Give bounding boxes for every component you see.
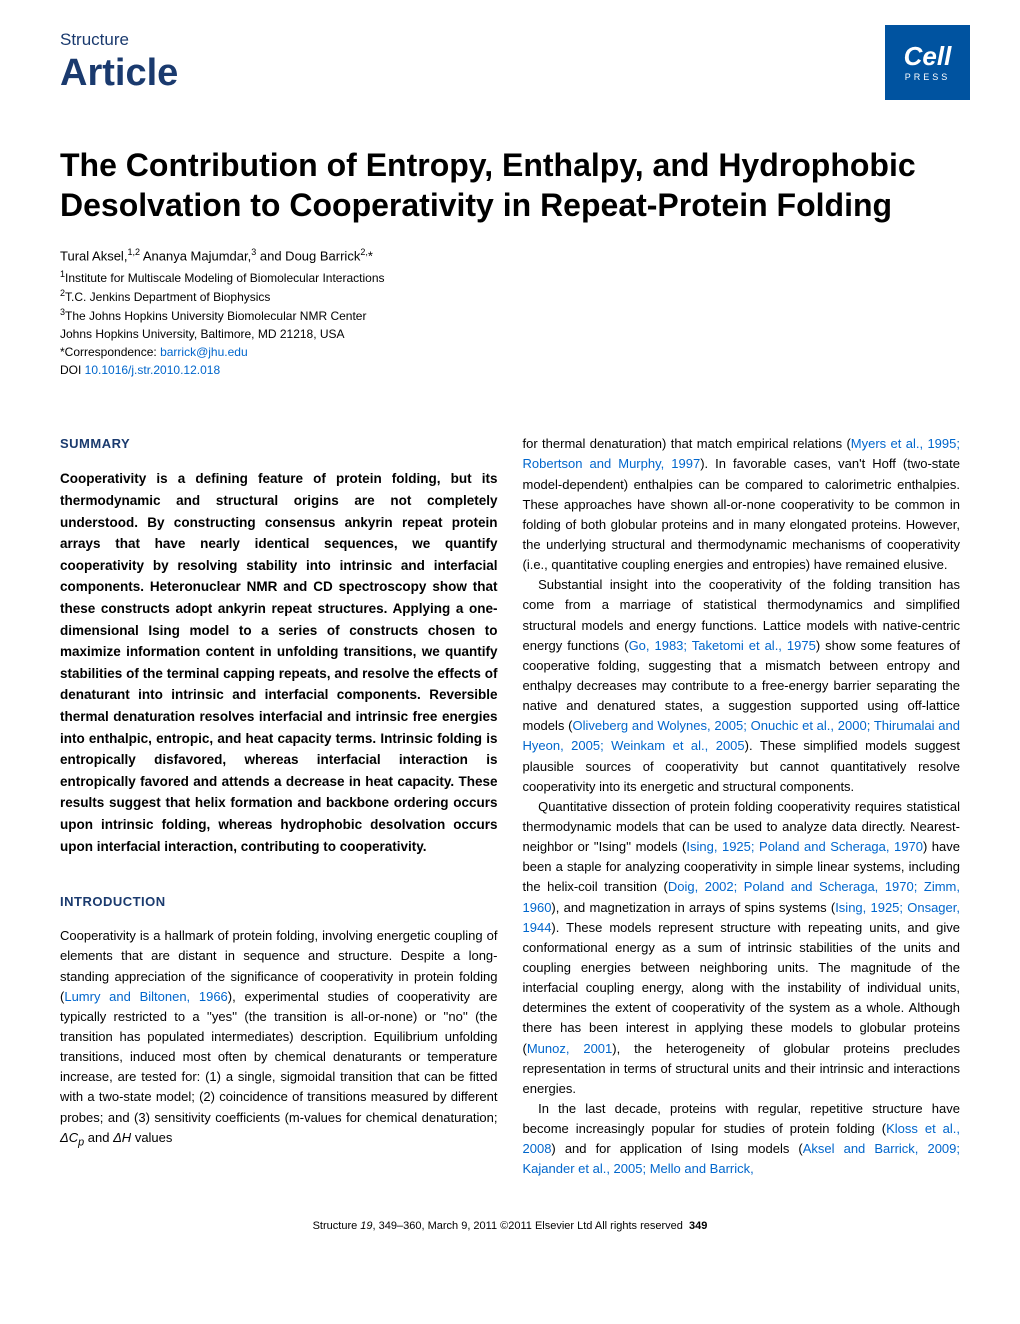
right-paragraph-3: Quantitative dissection of protein foldi… [523, 797, 961, 1099]
page-header: Structure Article Cell PRESS [60, 30, 960, 95]
page-footer: Structure 19, 349–360, March 9, 2011 ©20… [60, 1210, 960, 1232]
right-column: for thermal denaturation) that match emp… [523, 434, 961, 1179]
journal-name: Structure [60, 30, 960, 50]
footer-volume: 19 [360, 1220, 372, 1232]
article-title: The Contribution of Entropy, Enthalpy, a… [60, 145, 960, 225]
logo-sub-text: PRESS [905, 72, 951, 82]
introduction-text: Cooperativity is a hallmark of protein f… [60, 926, 498, 1151]
footer-page-number: 349 [689, 1220, 707, 1232]
summary-header: SUMMARY [60, 434, 498, 454]
introduction-header: INTRODUCTION [60, 892, 498, 912]
logo-main-text: Cell [904, 43, 952, 69]
doi-link[interactable]: 10.1016/j.str.2010.12.018 [85, 363, 220, 377]
reference-link[interactable]: Go, 1983; Taketomi et al., 1975 [629, 638, 816, 653]
reference-link[interactable]: Lumry and Biltonen, 1966 [64, 989, 227, 1004]
article-type: Article [60, 52, 960, 95]
footer-journal: Structure [313, 1220, 361, 1232]
footer-citation: , 349–360, March 9, 2011 ©2011 Elsevier … [373, 1220, 683, 1232]
reference-link[interactable]: Munoz, 2001 [527, 1041, 612, 1056]
left-column: SUMMARY Cooperativity is a defining feat… [60, 434, 498, 1179]
cell-press-logo: Cell PRESS [885, 25, 970, 100]
right-paragraph-1: for thermal denaturation) that match emp… [523, 434, 961, 575]
affiliations: 1Institute for Multiscale Modeling of Bi… [60, 268, 960, 343]
doi-line: DOI 10.1016/j.str.2010.12.018 [60, 361, 960, 379]
right-paragraph-4: In the last decade, proteins with regula… [523, 1099, 961, 1180]
right-paragraph-2: Substantial insight into the cooperativi… [523, 575, 961, 797]
summary-text: Cooperativity is a defining feature of p… [60, 468, 498, 857]
correspondence: *Correspondence: barrick@jhu.edu [60, 343, 960, 361]
reference-link[interactable]: Ising, 1925; Poland and Scheraga, 1970 [686, 839, 923, 854]
doi-label: DOI [60, 363, 85, 377]
correspondence-label: *Correspondence: [60, 345, 160, 359]
correspondence-email-link[interactable]: barrick@jhu.edu [160, 345, 248, 359]
author-list: Tural Aksel,1,2 Ananya Majumdar,3 and Do… [60, 247, 960, 263]
main-content: SUMMARY Cooperativity is a defining feat… [60, 434, 960, 1179]
intro-paragraph-1: Cooperativity is a hallmark of protein f… [60, 926, 498, 1151]
